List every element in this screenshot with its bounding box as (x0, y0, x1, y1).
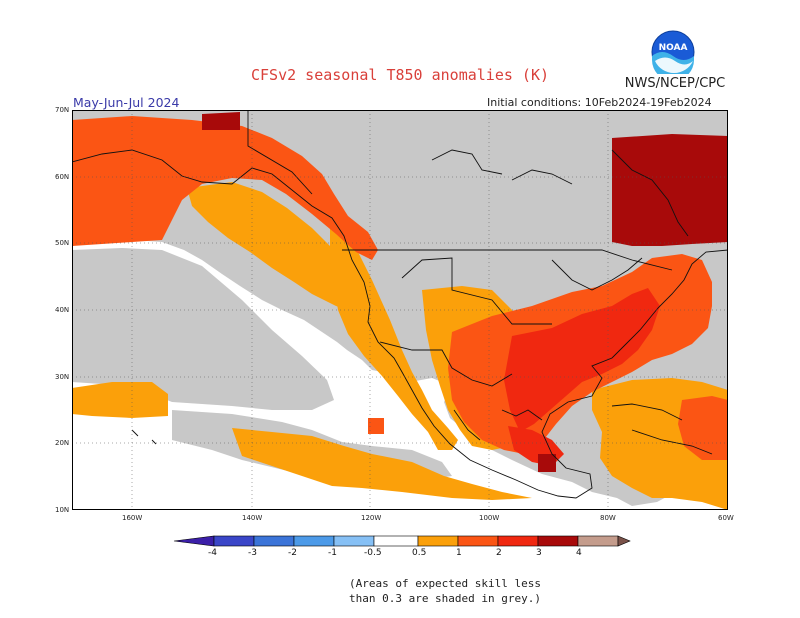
legend-swatch-pos05 (417, 535, 459, 547)
lon-label-140w: 140W (242, 514, 263, 522)
red-orange-region-alaska (72, 116, 378, 260)
legend-label-neg2: -2 (288, 548, 297, 558)
skill-note: (Areas of expected skill less than 0.3 a… (300, 576, 590, 606)
lon-label-160w: 160W (122, 514, 143, 522)
lat-label-20n: 20N (55, 439, 70, 447)
lon-label-100w: 100W (479, 514, 500, 522)
lat-label-10n: 10N (55, 506, 70, 514)
lat-label-40n: 40N (55, 306, 70, 314)
orange-region-pacific-tropical-west (72, 382, 168, 418)
initial-conditions-label: Initial conditions: 10Feb2024-19Feb2024 (487, 96, 712, 109)
legend-arrow-warm (617, 535, 631, 547)
legend-label-neg1: -1 (328, 548, 337, 558)
legend-swatch-neg05 (333, 535, 375, 547)
legend-label-neg4: -4 (208, 548, 217, 558)
noaa-logo: NOAA (651, 30, 695, 81)
legend-swatch-pos3 (537, 535, 579, 547)
legend-swatch-pos1 (457, 535, 499, 547)
anomaly-map (72, 110, 728, 510)
lon-label-60w: 60W (718, 514, 734, 522)
legend-swatch-neutral (373, 535, 419, 547)
legend-swatch-neg1 (293, 535, 335, 547)
color-legend-bar (173, 535, 631, 547)
legend-label-pos2: 2 (496, 548, 502, 558)
legend-label-neg05: -0.5 (364, 548, 382, 558)
dark-red-region-yucatan (538, 454, 556, 472)
red-orange-region-caribbean (678, 396, 728, 460)
legend-swatch-pos4 (577, 535, 619, 547)
map-title: CFSv2 seasonal T850 anomalies (K) (250, 66, 549, 84)
legend-swatch-neg3 (213, 535, 255, 547)
dark-red-region-labrador (612, 134, 728, 246)
noaa-logo-icon: NOAA (651, 30, 695, 81)
legend-swatch-pos2 (497, 535, 539, 547)
noaa-logo-text: NOAA (659, 43, 688, 53)
lat-label-50n: 50N (55, 239, 70, 247)
red-orange-region-mexico-spot (368, 418, 384, 434)
graticule (72, 110, 728, 510)
lon-label-120w: 120W (361, 514, 382, 522)
orange-region-alaska-pacific (187, 182, 368, 312)
lat-label-30n: 30N (55, 373, 70, 381)
coastlines (72, 110, 728, 499)
legend-label-pos05: 0.5 (412, 548, 427, 558)
legend-label-neg3: -3 (248, 548, 257, 558)
legend-arrow-cold (173, 535, 215, 547)
grey-region-pacific-west (72, 248, 334, 410)
red-region-southeast-us (504, 288, 660, 432)
lon-label-80w: 80W (600, 514, 616, 522)
dark-red-region-alaska-north (202, 112, 240, 130)
legend-label-pos3: 3 (536, 548, 542, 558)
map-frame (72, 110, 728, 510)
lat-label-60n: 60N (55, 173, 70, 181)
season-label: May-Jun-Jul 2024 (73, 95, 180, 110)
legend-swatch-neg2 (253, 535, 295, 547)
legend-label-pos1: 1 (456, 548, 462, 558)
skill-note-line-1: (Areas of expected skill less (348, 577, 542, 590)
orange-region-pacific-tropical (232, 428, 532, 500)
organization-label: NWS/NCEP/CPC (624, 76, 726, 91)
legend-label-pos4: 4 (576, 548, 582, 558)
skill-note-line-2: than 0.3 are shaded in grey.) (348, 592, 542, 605)
lat-label-70n: 70N (55, 106, 70, 114)
